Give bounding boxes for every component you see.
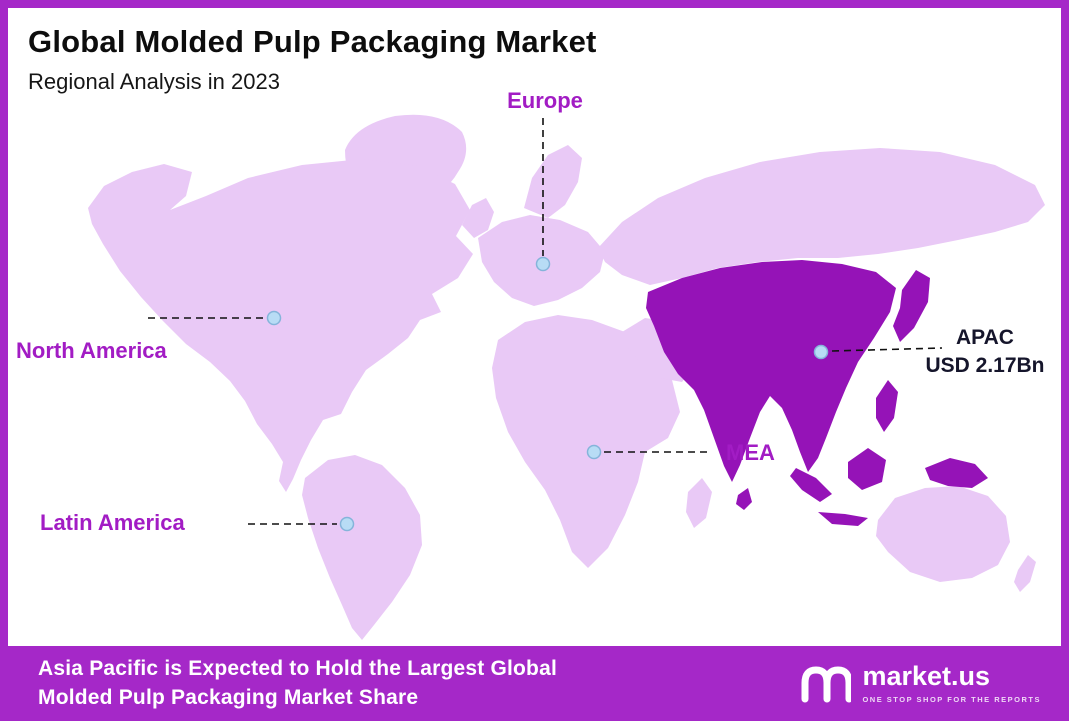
brand-text: market.us ONE STOP SHOP FOR THE REPORTS [862,661,1041,705]
north-america-landmass [88,159,473,492]
apac-value: USD 2.17Bn [925,354,1045,378]
north-america-marker-dot [266,310,282,326]
banner-headline: Asia Pacific is Expected to Hold the Lar… [38,655,557,713]
uk-landmass [462,198,494,238]
brand-name: market.us [862,661,991,691]
south-america-landmass [302,455,422,640]
apac-marker-dot [813,344,829,360]
latin-america-marker-dot [339,516,355,532]
brand-tagline: ONE STOP SHOP FOR THE REPORTS [862,695,1041,704]
apac-connector-line [831,347,943,352]
java-landmass [818,512,868,526]
borneo-landmass [848,448,886,490]
north-asia-landmass [598,148,1045,285]
iceland-landmass [430,152,458,172]
africa-landmass [492,315,680,568]
region-label-mea: MEA [726,440,775,465]
header: Global Molded Pulp Packaging Market Regi… [28,24,597,95]
australia-landmass [876,486,1010,582]
philippines-landmass [876,380,898,432]
scandinavia-landmass [524,145,582,218]
footer-banner: Asia Pacific is Expected to Hold the Lar… [0,646,1069,721]
banner-headline-line1: Asia Pacific is Expected to Hold the Lar… [38,656,557,680]
apac-label: APAC [956,326,1014,349]
banner-headline-line2: Molded Pulp Packaging Market Share [38,685,419,709]
region-label-north-america: North America [16,338,167,363]
japan-landmass [893,270,930,342]
mea-marker-dot [586,444,602,460]
sumatra-landmass [790,468,832,502]
region-label-latin-america: Latin America [40,510,185,535]
region-label-apac: APAC USD 2.17Bn [912,324,1058,381]
brand-block: market.us ONE STOP SHOP FOR THE REPORTS [797,661,1041,707]
page-title: Global Molded Pulp Packaging Market [28,24,597,59]
europe-marker-dot [535,256,551,272]
marketus-logo-icon [801,666,852,702]
new-guinea-landmass [925,458,988,488]
sri-lanka-landmass [736,488,752,510]
page-subtitle: Regional Analysis in 2023 [28,69,280,94]
new-zealand-landmass [1014,555,1036,592]
apac-region-highlight [646,260,896,482]
madagascar-landmass [686,478,712,528]
region-label-europe: Europe [507,88,583,113]
